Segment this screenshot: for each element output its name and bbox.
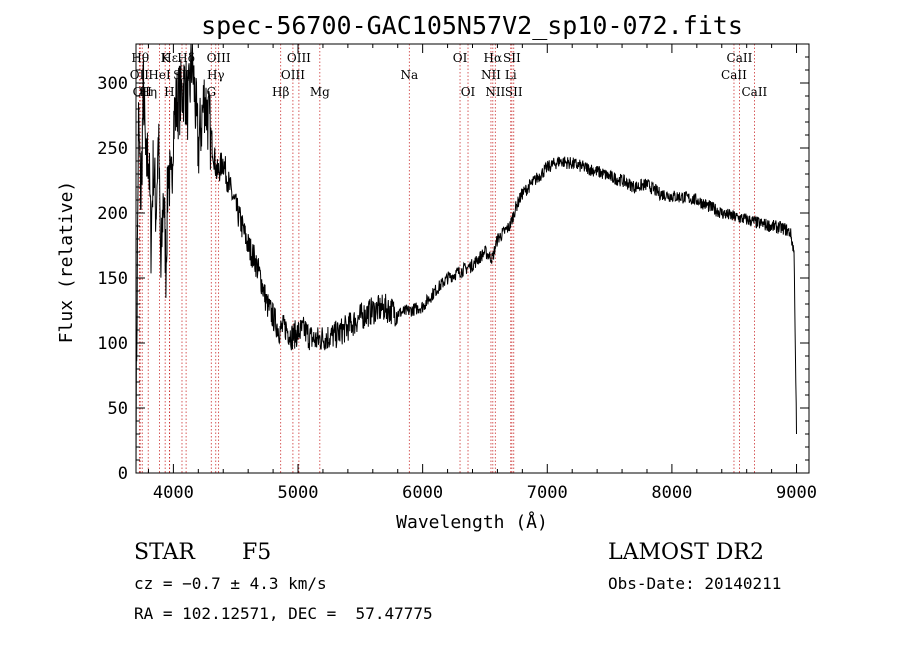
line-marker-label: Na bbox=[400, 68, 418, 82]
coordinates-readout: RA = 102.12571, DEC = 57.47775 bbox=[134, 604, 433, 623]
line-marker-label: CaII bbox=[727, 51, 753, 65]
x-tick-label: 4000 bbox=[153, 483, 194, 503]
chart-title: spec-56700-GAC105N57V2_sp10-072.fits bbox=[201, 11, 743, 40]
line-marker-label: G bbox=[206, 85, 216, 99]
spectrum-line bbox=[135, 43, 797, 474]
line-marker-label: Mg bbox=[310, 85, 330, 99]
y-tick-label: 100 bbox=[97, 334, 128, 354]
line-marker-label: Hγ bbox=[207, 68, 225, 82]
y-axis: 0 50 100 150 200 250 300 bbox=[97, 56, 809, 484]
line-marker-label: Hθ bbox=[131, 51, 149, 65]
y-tick-label: 150 bbox=[97, 269, 128, 289]
line-marker-label: OI bbox=[461, 85, 476, 99]
y-tick-label: 200 bbox=[97, 204, 128, 224]
x-axis: 4000 5000 6000 7000 8000 9000 bbox=[147, 44, 817, 503]
plot-frame bbox=[135, 43, 810, 474]
redshift-readout: cz = −0.7 ± 4.3 km/s bbox=[134, 574, 327, 593]
y-tick-label: 0 bbox=[118, 464, 128, 484]
line-marker-label: OIII bbox=[281, 68, 305, 82]
line-marker-label: OII bbox=[130, 68, 150, 82]
y-tick-label: 50 bbox=[108, 399, 128, 419]
spectrum-series bbox=[135, 43, 797, 474]
line-markers bbox=[138, 44, 755, 473]
line-marker-label: CaII bbox=[721, 68, 747, 82]
y-axis-label: Flux (relative) bbox=[56, 181, 77, 344]
line-marker-label: K bbox=[161, 51, 171, 65]
line-marker-label: OI bbox=[453, 51, 468, 65]
y-tick-label: 300 bbox=[97, 74, 128, 94]
observation-date: Obs-Date: 20140211 bbox=[608, 574, 782, 593]
object-subclass: F5 bbox=[242, 540, 272, 565]
line-marker-label: Hε bbox=[161, 51, 178, 65]
line-marker-label: Hβ bbox=[272, 85, 289, 99]
x-tick-label: 5000 bbox=[278, 483, 319, 503]
line-marker-label: H bbox=[164, 85, 174, 99]
line-marker-label: OIII bbox=[207, 51, 231, 65]
line-marker-label: Hα bbox=[484, 51, 503, 65]
line-marker-label: OIII bbox=[287, 51, 311, 65]
x-tick-label: 6000 bbox=[402, 483, 443, 503]
y-tick-label: 250 bbox=[97, 139, 128, 159]
line-marker-label: NII bbox=[481, 68, 501, 82]
x-tick-label: 8000 bbox=[651, 483, 692, 503]
x-tick-label: 9000 bbox=[776, 483, 817, 503]
line-marker-label: SII bbox=[503, 51, 521, 65]
x-tick-label: 7000 bbox=[527, 483, 568, 503]
line-marker-label: Hη bbox=[139, 85, 157, 99]
line-marker-label: SII bbox=[505, 85, 523, 99]
line-marker-label: CaII bbox=[741, 85, 767, 99]
survey-name: LAMOST DR2 bbox=[608, 540, 764, 565]
object-class: STAR bbox=[134, 540, 195, 565]
line-marker-label: NII bbox=[485, 85, 505, 99]
x-axis-label: Wavelength (Å) bbox=[396, 511, 548, 533]
line-marker-label: HeI bbox=[148, 68, 171, 82]
line-marker-labels: HθOIIOIIHηHeIKHHεSIIHδGHγOIIIHβOIIIOIIIM… bbox=[130, 51, 768, 99]
line-marker-label: Li bbox=[505, 68, 517, 82]
